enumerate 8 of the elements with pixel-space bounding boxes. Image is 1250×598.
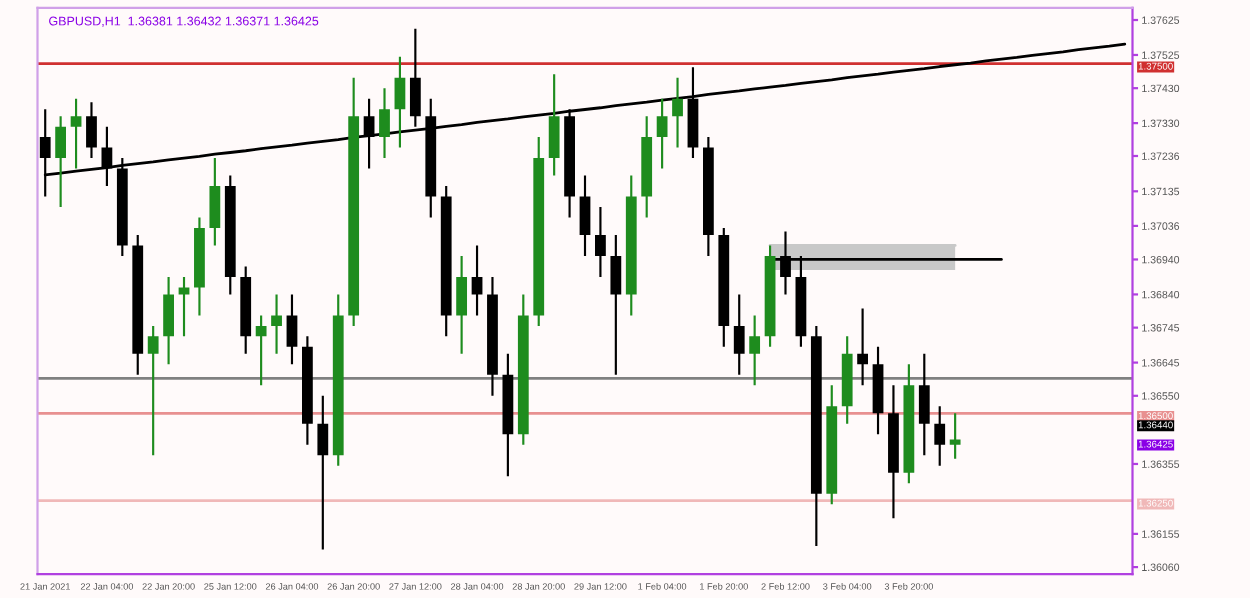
candlestick: [86, 102, 97, 159]
candlestick: [672, 77, 683, 148]
candlestick: [949, 413, 961, 459]
candlestick: [888, 385, 899, 519]
candlestick: [595, 207, 606, 277]
candlestick: [379, 88, 390, 159]
candlestick: [147, 325, 159, 456]
candlestick: [271, 294, 282, 354]
